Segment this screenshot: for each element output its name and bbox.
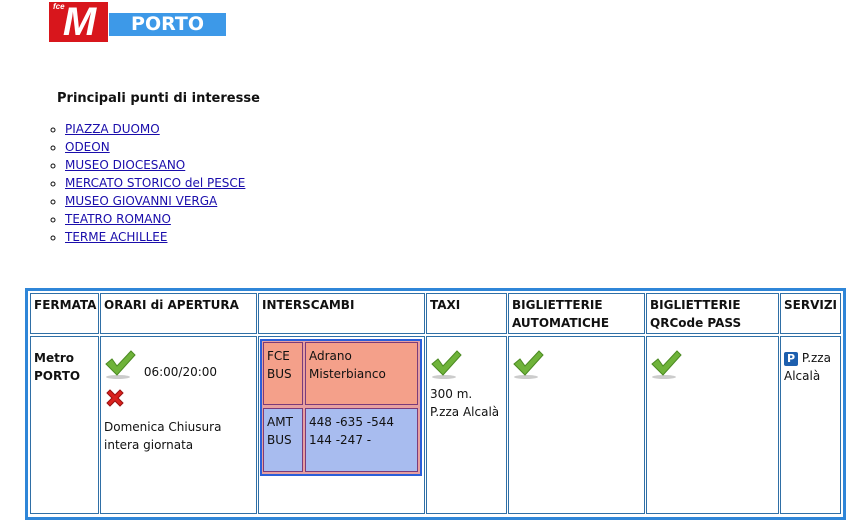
poi-link[interactable]: MERCATO STORICO del PESCE [65, 176, 246, 190]
fermata-cell: Metro PORTO [30, 336, 99, 514]
servizi-cell: P P.zza Alcalà [780, 336, 841, 514]
poi-link[interactable]: MUSEO DIOCESANO [65, 158, 186, 172]
interchange-operator: FCE BUS [263, 342, 303, 405]
poi-item: MERCATO STORICO del PESCE [65, 175, 245, 193]
header-biglietterie-qrcode: BIGLIETTERIE QRCode PASS [646, 293, 779, 334]
closure-text: Domenica Chiusura intera giornata [104, 420, 222, 452]
fce-logo: fce M [49, 2, 108, 42]
poi-item: PIAZZA DUOMO [65, 121, 245, 139]
opening-hours: 06:00/20:00 [143, 364, 218, 379]
taxi-distance: 300 m. [430, 387, 473, 401]
poi-item: MUSEO GIOVANNI VERGA [65, 193, 245, 211]
poi-link[interactable]: PIAZZA DUOMO [65, 122, 160, 136]
interchange-lines: Adrano Misterbianco [305, 342, 418, 405]
poi-link[interactable]: ODEON [65, 140, 110, 154]
orari-cell: 06:00/20:00 Domenica Chiusura intera gio… [100, 336, 257, 514]
station-table [25, 288, 846, 520]
taxi-location: P.zza Alcalà [430, 405, 500, 419]
header-taxi: TAXI [426, 293, 507, 334]
poi-item: TERME ACHILLEE [65, 229, 245, 247]
check-icon [650, 349, 682, 379]
logo-letter: M [62, 0, 96, 44]
parking-location: P.zza Alcalà [784, 351, 831, 383]
check-icon [430, 349, 462, 379]
interchange-lines: 448 -635 -544 144 -247 - [305, 408, 418, 472]
taxi-cell: 300 m. P.zza Alcalà [426, 336, 507, 514]
header-servizi: SERVIZI [780, 293, 841, 334]
poi-link[interactable]: TERME ACHILLEE [65, 230, 168, 244]
poi-item: ODEON [65, 139, 245, 157]
parking-icon: P [784, 352, 798, 366]
cross-icon [104, 387, 253, 414]
check-icon [104, 349, 136, 379]
poi-item: TEATRO ROMANO [65, 211, 245, 229]
poi-item: MUSEO DIOCESANO [65, 157, 245, 175]
header-fermata: FERMATA [30, 293, 99, 334]
check-icon [512, 349, 544, 379]
header-orari: ORARI di APERTURA [100, 293, 257, 334]
poi-link[interactable]: MUSEO GIOVANNI VERGA [65, 194, 218, 208]
poi-list: PIAZZA DUOMO ODEON MUSEO DIOCESANO MERCA… [50, 121, 245, 247]
logo-small-text: fce [53, 2, 65, 11]
interchange-operator: AMT BUS [263, 408, 303, 472]
poi-link[interactable]: TEATRO ROMANO [65, 212, 171, 226]
biglietterie-automatiche-cell [508, 336, 645, 514]
station-banner: PORTO [109, 13, 226, 36]
poi-title: Principali punti di interesse [57, 91, 260, 106]
biglietterie-qrcode-cell [646, 336, 779, 514]
header-biglietterie-automatiche: BIGLIETTERIE AUTOMATICHE [508, 293, 645, 334]
interscambi-cell [258, 336, 425, 514]
header-interscambi: INTERSCAMBI [258, 293, 425, 334]
